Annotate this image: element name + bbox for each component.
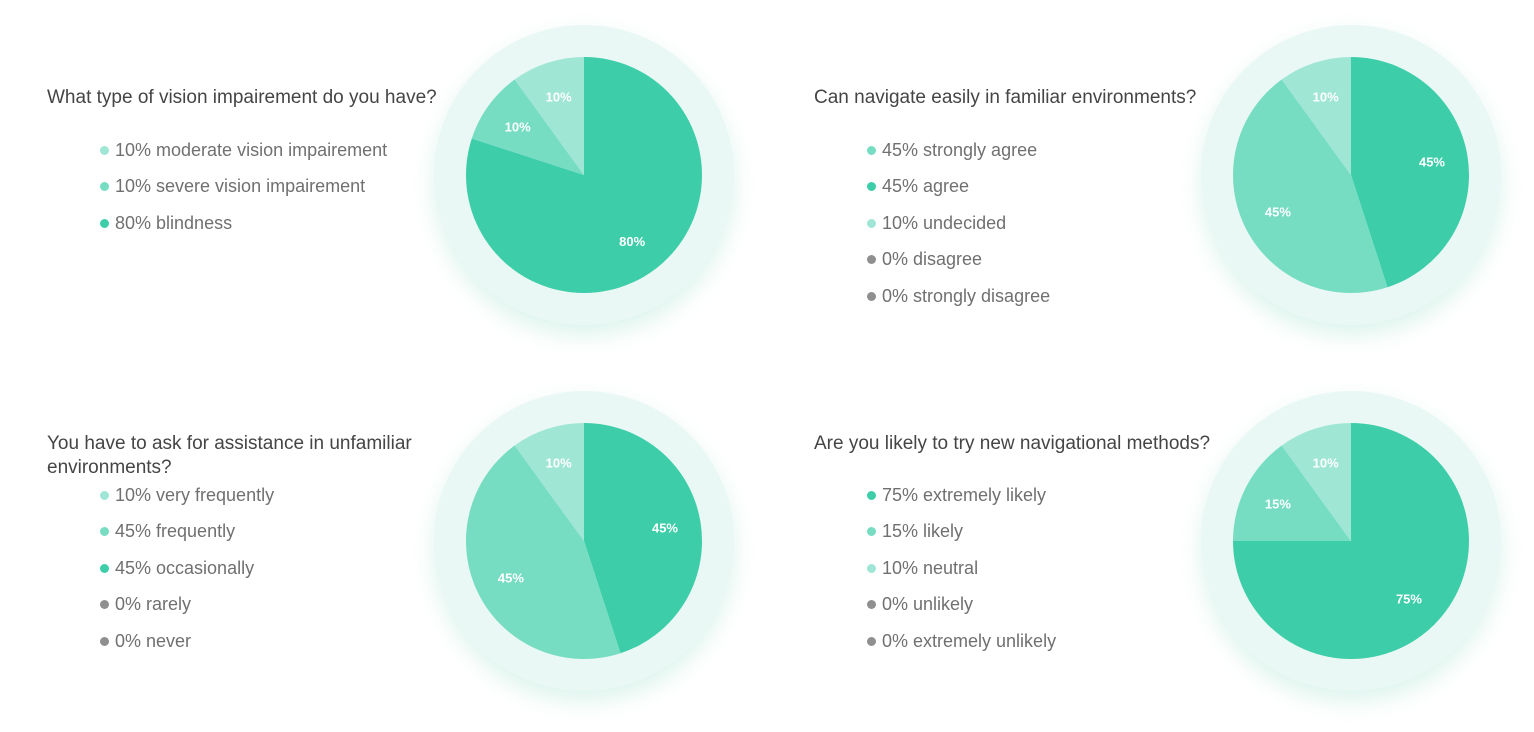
pie-slice-data-label: 10% bbox=[546, 456, 572, 471]
legend-item: 45% frequently bbox=[100, 514, 274, 551]
legend-label: 45% agree bbox=[882, 176, 970, 197]
pie-slice-data-label: 45% bbox=[652, 521, 678, 536]
legend: 10% very frequently 45% frequently 45% occ… bbox=[100, 477, 274, 660]
legend-item: 0% unlikely bbox=[867, 587, 1056, 624]
pie-slice-data-label: 10% bbox=[505, 119, 531, 134]
legend-dot-icon bbox=[867, 255, 876, 265]
legend-label: 0% strongly disagree bbox=[882, 285, 1051, 306]
question-title: Can navigate easily in familiar environm… bbox=[814, 87, 1197, 108]
question-title: Are you likely to try new navigational m… bbox=[814, 433, 1211, 454]
legend-item: 0% extremely unlikely bbox=[867, 623, 1056, 660]
legend-label: 0% never bbox=[115, 630, 192, 651]
pie-slice-severe-vision-impairement bbox=[471, 79, 584, 175]
legend-item: 10% undecided bbox=[867, 205, 1050, 242]
legend-dot-icon bbox=[100, 182, 109, 192]
legend-item: 10% neutral bbox=[867, 550, 1056, 587]
chart-panel-navigational-methods: Are you likely to try new navigational m… bbox=[767, 366, 1534, 732]
legend-item: 0% rarely bbox=[100, 587, 274, 624]
chart-panel-assistance: You have to ask for assistance in unfami… bbox=[0, 366, 767, 732]
legend-dot-icon bbox=[867, 636, 876, 646]
pie-svg: 75% 15% 10% bbox=[1233, 423, 1469, 659]
legend-label: 45% strongly agree bbox=[882, 139, 1038, 160]
legend-dot-icon bbox=[100, 600, 109, 610]
legend-dot-icon bbox=[867, 563, 876, 573]
legend-item: 0% never bbox=[100, 623, 274, 660]
legend-label: 10% undecided bbox=[882, 212, 1007, 233]
legend-dot-icon bbox=[867, 527, 876, 537]
legend-dot-icon bbox=[100, 563, 109, 573]
pie-slice-moderate-vision-impairement bbox=[514, 57, 584, 175]
legend-item: 0% strongly disagree bbox=[867, 278, 1050, 315]
pie-slice-data-label: 10% bbox=[1313, 456, 1339, 471]
legend-item: 45% occasionally bbox=[100, 550, 274, 587]
legend-item: 10% severe vision impairement bbox=[100, 169, 387, 206]
legend-item: 15% likely bbox=[867, 514, 1056, 551]
pie-slice-data-label: 80% bbox=[619, 234, 645, 249]
pie-slice-data-label: 10% bbox=[546, 90, 572, 105]
pie-chart: 45% 45% 10% bbox=[1201, 25, 1501, 325]
legend-dot-icon bbox=[867, 600, 876, 610]
legend-label: 10% severe vision impairement bbox=[115, 176, 366, 197]
pie-slice-data-label: 15% bbox=[1265, 496, 1291, 511]
legend-dot-icon bbox=[867, 182, 876, 192]
legend-label: 75% extremely likely bbox=[882, 484, 1047, 505]
legend-dot-icon bbox=[867, 145, 876, 155]
legend-item: 45% strongly agree bbox=[867, 132, 1050, 169]
pie-slice-undecided bbox=[1281, 57, 1351, 175]
legend-item: 0% disagree bbox=[867, 242, 1050, 279]
legend-item: 10% very frequently bbox=[100, 477, 274, 514]
chart-panel-familiar-environments: Can navigate easily in familiar environm… bbox=[767, 0, 1534, 366]
legend-label: 10% moderate vision impairement bbox=[115, 139, 388, 160]
pie-slice-data-label: 45% bbox=[1419, 155, 1445, 170]
legend-label: 45% frequently bbox=[115, 521, 236, 542]
legend-dot-icon bbox=[100, 218, 109, 228]
legend-item: 80% blindness bbox=[100, 205, 387, 242]
pie-chart: 75% 15% 10% bbox=[1201, 391, 1501, 691]
legend-dot-icon bbox=[867, 218, 876, 228]
pie-svg: 45% 45% 10% bbox=[466, 423, 702, 659]
pie-slice-occasionally bbox=[584, 423, 702, 654]
legend-item: 45% agree bbox=[867, 169, 1050, 206]
pie-svg: 45% 45% 10% bbox=[1233, 57, 1469, 293]
legend-label: 45% occasionally bbox=[115, 557, 255, 578]
pie-slice-agree bbox=[1351, 57, 1469, 288]
legend-dot-icon bbox=[867, 291, 876, 301]
legend-dot-icon bbox=[100, 636, 109, 646]
legend-label: 0% disagree bbox=[882, 249, 983, 270]
pie-slice-very-frequently bbox=[514, 423, 584, 541]
pie-chart: 45% 45% 10% bbox=[434, 391, 734, 691]
pie-slice-data-label: 75% bbox=[1396, 591, 1422, 606]
pie-slice-neutral bbox=[1281, 423, 1351, 541]
pie-svg: 80% 10% 10% bbox=[466, 57, 702, 293]
legend: 10% moderate vision impairement 10% sever… bbox=[100, 132, 387, 242]
pie-slice-data-label: 45% bbox=[498, 571, 524, 586]
legend: 45% strongly agree 45% agree 10% undecided… bbox=[867, 132, 1050, 315]
pie-chart: 80% 10% 10% bbox=[434, 25, 734, 325]
pie-slice-strongly-agree bbox=[1233, 79, 1388, 293]
legend-label: 80% blindness bbox=[115, 212, 233, 233]
legend-label: 0% rarely bbox=[115, 594, 192, 615]
legend-label: 15% likely bbox=[882, 521, 964, 542]
question-title: What type of vision impairement do you h… bbox=[47, 87, 437, 108]
pie-slice-data-label: 10% bbox=[1313, 90, 1339, 105]
question-title: You have to ask for assistance in unfami… bbox=[47, 433, 412, 478]
pie-slice-data-label: 45% bbox=[1265, 205, 1291, 220]
pie-slice-likely bbox=[1233, 445, 1351, 541]
legend-label: 10% very frequently bbox=[115, 484, 275, 505]
legend-item: 10% moderate vision impairement bbox=[100, 132, 387, 169]
legend-dot-icon bbox=[100, 490, 109, 500]
legend: 75% extremely likely 15% likely 10% neutra… bbox=[867, 477, 1056, 660]
legend-dot-icon bbox=[100, 527, 109, 537]
legend-dot-icon bbox=[100, 145, 109, 155]
legend-dot-icon bbox=[867, 490, 876, 500]
pie-slice-frequently bbox=[466, 445, 621, 659]
legend-item: 75% extremely likely bbox=[867, 477, 1056, 514]
legend-label: 0% unlikely bbox=[882, 594, 974, 615]
chart-panel-vision-impairement: What type of vision impairement do you h… bbox=[0, 0, 767, 366]
legend-label: 10% neutral bbox=[882, 557, 979, 578]
legend-label: 0% extremely unlikely bbox=[882, 630, 1057, 651]
